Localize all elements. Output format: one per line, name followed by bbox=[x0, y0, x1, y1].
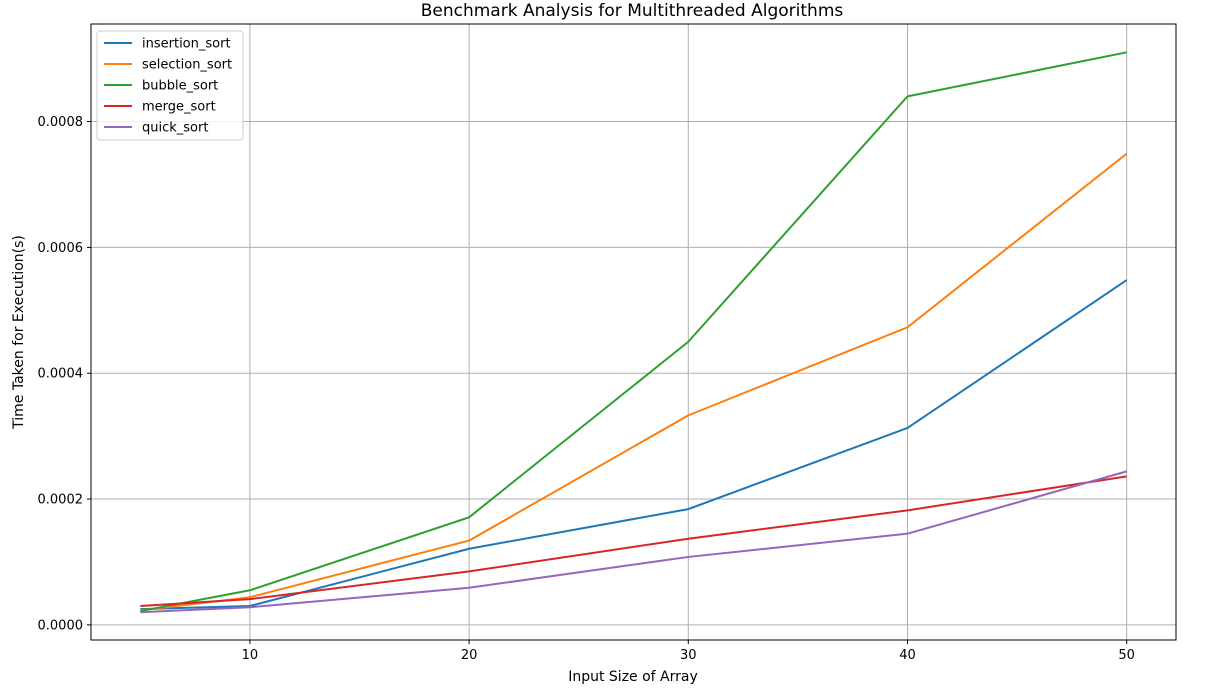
grid-lines bbox=[91, 24, 1176, 640]
series-lines bbox=[140, 51, 1128, 614]
chart-title: Benchmark Analysis for Multithreaded Alg… bbox=[421, 1, 844, 21]
y-tick-label: 0.0000 bbox=[38, 618, 84, 633]
x-axis-ticks: 10 20 30 40 50 bbox=[242, 640, 1135, 663]
series-line-merge-sort bbox=[140, 475, 1127, 608]
series-line-quick-sort bbox=[140, 470, 1127, 614]
series-line-insertion-sort bbox=[140, 279, 1128, 611]
y-tick-label: 0.0008 bbox=[38, 115, 84, 130]
legend-label: quick_sort bbox=[142, 121, 208, 136]
legend-label: bubble_sort bbox=[142, 79, 218, 94]
y-tick-label: 0.0002 bbox=[38, 493, 84, 508]
x-tick-label: 50 bbox=[1118, 648, 1135, 663]
x-axis-title: Input Size of Array bbox=[568, 669, 698, 685]
legend: insertion_sort selection_sort bubble_sortm… bbox=[96, 30, 244, 141]
y-axis-ticks: 0.0000 0.0002 0.0004 0.0006 0.0008 bbox=[38, 115, 91, 633]
legend-label: selection_sort bbox=[142, 58, 232, 73]
series-line-selection-sort bbox=[140, 152, 1128, 612]
legend-label: insertion_sort bbox=[142, 37, 231, 52]
x-tick-label: 30 bbox=[680, 648, 697, 663]
x-tick-label: 20 bbox=[461, 648, 478, 663]
y-tick-label: 0.0004 bbox=[38, 367, 84, 382]
x-tick-label: 10 bbox=[242, 648, 259, 663]
legend-label: merge_sort bbox=[142, 100, 216, 115]
x-tick-label: 40 bbox=[899, 648, 916, 663]
y-tick-label: 0.0006 bbox=[38, 241, 84, 256]
legend-box bbox=[96, 30, 244, 141]
plot-area-frame bbox=[90, 23, 1177, 641]
y-axis-title: Time Taken for Execution(s) bbox=[11, 235, 27, 430]
series-line-bubble-sort bbox=[140, 51, 1127, 613]
